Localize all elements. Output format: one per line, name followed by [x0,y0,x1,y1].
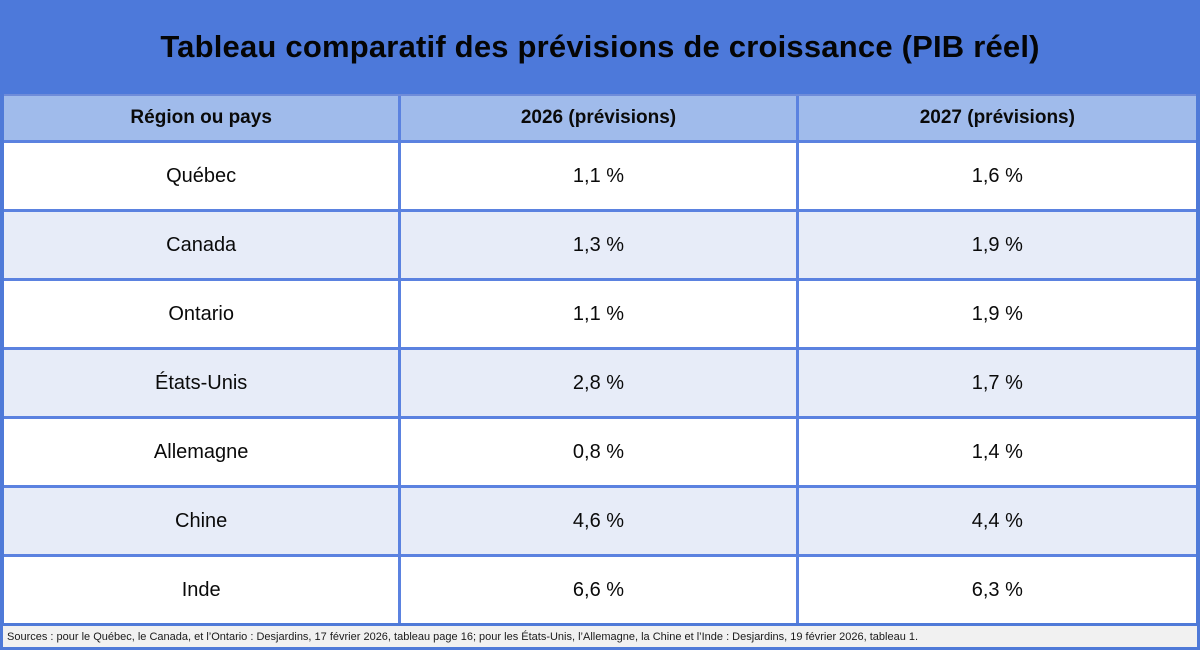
table-row: États-Unis 2,8 % 1,7 % [4,347,1196,416]
forecast-2026-cell: 1,1 % [401,143,799,209]
forecast-2026-cell: 4,6 % [401,488,799,554]
column-header-2026: 2026 (prévisions) [401,96,799,140]
forecast-2026-cell: 0,8 % [401,419,799,485]
forecast-2027-cell: 1,4 % [971,440,1023,463]
region-cell: Canada [4,212,402,278]
forecast-2026-cell: 6,6 % [401,557,799,623]
forecast-2027-cell: 1,6 % [971,164,1023,187]
forecast-2026-cell: 2,8 % [401,350,799,416]
table-row: Allemagne 0,8 % 1,4 % [4,416,1196,485]
page-title: Tableau comparatif des prévisions de cro… [0,0,1200,94]
table-row: Québec 1,1 % 1,6 % [4,140,1196,209]
forecast-2026-cell: 1,1 % [401,281,799,347]
region-cell: Chine [4,488,402,554]
table-row: Inde 6,6 % 6,3 % [4,554,1196,623]
table-row: Canada 1,3 % 1,9 % [4,209,1196,278]
column-header-2027: 2027 (prévisions) [919,107,1075,128]
sources-note: Sources : pour le Québec, le Canada, et … [0,623,1200,650]
forecast-2027-cell: 4,4 % [971,509,1023,532]
table-row: Chine 4,6 % 4,4 % [4,485,1196,554]
region-cell: Allemagne [4,419,402,485]
forecast-2026-cell: 1,3 % [401,212,799,278]
table-body: Québec 1,1 % 1,6 % Canada 1,3 % 1,9 % On… [4,140,1196,623]
table: Région ou pays 2026 (prévisions) 2027 (p… [0,94,1200,623]
forecast-2027-cell: 6,3 % [971,578,1023,601]
table-header-row: Région ou pays 2026 (prévisions) 2027 (p… [4,94,1196,140]
region-cell: États-Unis [4,350,402,416]
region-cell: Inde [4,557,402,623]
forecast-2027-cell: 1,7 % [971,371,1023,394]
forecast-2027-cell: 1,9 % [971,233,1023,256]
forecast-2027-cell: 1,9 % [971,302,1023,325]
table-row: Ontario 1,1 % 1,9 % [4,278,1196,347]
region-cell: Ontario [4,281,402,347]
column-header-region: Région ou pays [4,96,402,140]
region-cell: Québec [4,143,402,209]
